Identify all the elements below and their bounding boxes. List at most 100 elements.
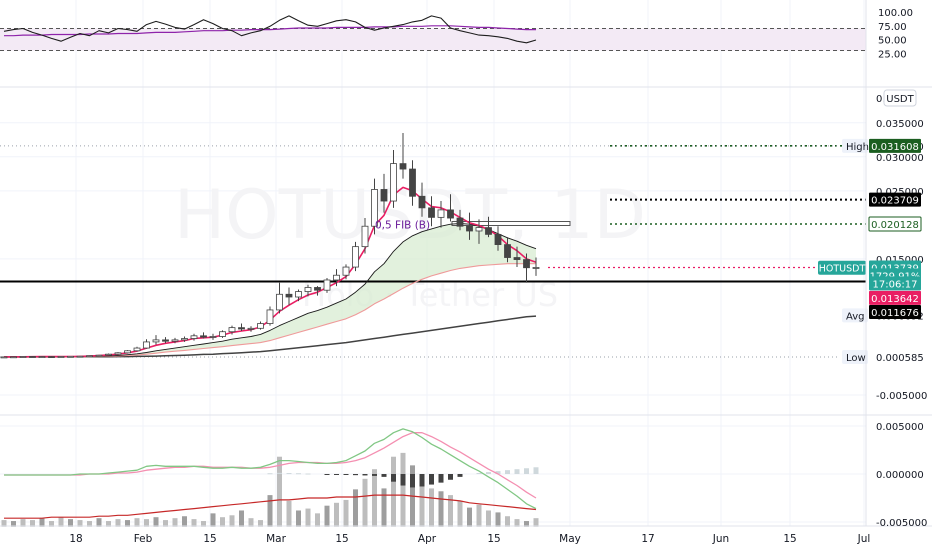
histogram-bar [476, 473, 482, 475]
price-tick-label: -0.005000 [876, 391, 927, 402]
candle-body [399, 163, 407, 170]
histogram-bar [400, 474, 406, 486]
candle-body [162, 339, 169, 342]
candle-body [10, 356, 17, 359]
candle-body [352, 246, 359, 268]
symbol-tag: HOTUSDT [819, 264, 866, 275]
histogram-bar [305, 473, 311, 475]
volume-bar [324, 505, 330, 527]
osc-tick-label: 0.005000 [876, 422, 924, 433]
candle-body [209, 336, 217, 338]
volume-bar [68, 519, 73, 527]
volume-bar [286, 500, 292, 527]
time-label: 15 [203, 533, 216, 545]
axis-tag-label: Avg [846, 311, 865, 322]
axis-tag-bg [842, 308, 868, 323]
candle-body [48, 356, 55, 358]
candle-body [124, 350, 131, 354]
candle-body [371, 189, 378, 227]
candle-body [171, 339, 179, 342]
price-badge-bg [869, 138, 921, 153]
candle-body [428, 207, 435, 218]
candle-body [38, 356, 46, 358]
price-axis[interactable]: 100.0075.0050.0025.000.0350000.0300000.0… [868, 8, 927, 529]
volume-bar [391, 456, 396, 527]
candle-body [513, 257, 521, 260]
histogram-bar [533, 467, 539, 474]
volume-bar [315, 513, 320, 527]
rsi-pane[interactable] [0, 15, 866, 51]
volume-bar [229, 515, 235, 527]
volume-bar [419, 481, 425, 527]
volume-bar [381, 488, 387, 527]
time-label: May [559, 533, 581, 545]
price-badge-bg [869, 290, 921, 305]
candle-body [323, 279, 331, 291]
candle-body [181, 338, 188, 341]
currency-button[interactable]: USDT [883, 89, 917, 107]
time-label: 15 [487, 533, 500, 545]
volume-bar [353, 489, 358, 527]
candle-body [390, 163, 397, 202]
currency-button-label[interactable]: USDT [886, 94, 914, 105]
candle-body [219, 331, 226, 337]
histogram-bar [524, 468, 529, 474]
candle-body [143, 341, 150, 349]
volume-bar [296, 510, 301, 527]
volume-bar [476, 504, 482, 527]
candle-body [285, 293, 293, 298]
price-badge-bg [868, 216, 922, 232]
candle-body [523, 259, 530, 269]
histogram-bar [438, 474, 444, 483]
candle-body [200, 335, 207, 338]
candle-body [380, 189, 388, 202]
volume-bar [77, 520, 83, 527]
volume-bar [400, 452, 406, 527]
candle-body [342, 266, 350, 276]
currency-button-bg[interactable] [883, 89, 917, 107]
volume-bar [49, 521, 54, 527]
histogram-bar [334, 474, 339, 475]
volume-bar [220, 517, 225, 527]
candle-body [276, 293, 283, 311]
volume-bar [30, 520, 35, 527]
osc-tick-label: 0.000000 [876, 470, 924, 481]
volume-bar [258, 520, 263, 527]
fib-label: 0,5 FIB (B) [375, 220, 430, 232]
rsi-tick-label: 75.00 [878, 22, 907, 33]
candle-body [133, 347, 141, 352]
histogram-bar [448, 474, 453, 480]
price-badge: 0.020128 [871, 220, 919, 231]
price-tick-label: 0.025000 [876, 187, 924, 198]
time-label: Jun [712, 533, 729, 545]
candle-body [437, 209, 445, 218]
candle-body [304, 287, 312, 292]
volume-bar [11, 521, 16, 527]
osc-macd-line [4, 428, 537, 510]
histogram-bar [505, 470, 510, 474]
volume-bar [438, 491, 444, 527]
rsi-tick-label: 25.00 [878, 49, 907, 60]
time-label: 17 [641, 533, 654, 545]
volume-bar [134, 518, 140, 527]
volume-bar [343, 499, 349, 527]
price-tick-label: 0.015000 [876, 255, 924, 266]
oscillator-pane[interactable] [1, 428, 539, 527]
histogram-bar [343, 474, 349, 475]
candle-body [257, 323, 264, 329]
histogram-bar [429, 474, 434, 485]
candle-body [333, 274, 340, 281]
time-axis[interactable]: 18 Feb 15 Mar 15 Apr 15 May 17 Jun 15 Jul [69, 533, 870, 545]
axis-tag-value: 0.000585 [876, 353, 924, 364]
histogram-bar [419, 474, 425, 487]
volume-bar [486, 510, 491, 527]
osc-tick-label: -0.005000 [876, 518, 927, 529]
candle-body [95, 354, 103, 357]
candle-body [361, 225, 369, 248]
price-pane[interactable]: HOTUSDT, 1D Holo · Tether US 0,5 FIB (B)… [0, 132, 869, 364]
volume-bar [182, 516, 187, 527]
volume-bar [248, 518, 254, 527]
volume-bar [210, 513, 216, 527]
rsi-tick-label: 50.00 [878, 36, 907, 47]
